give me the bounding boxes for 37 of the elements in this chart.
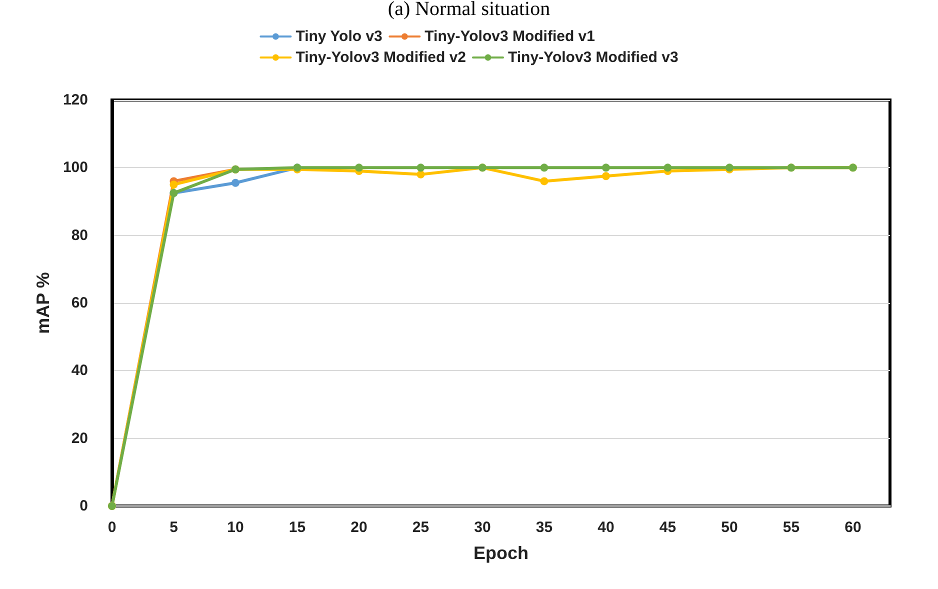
point xyxy=(540,164,548,172)
y-tick-label: 120 xyxy=(62,92,88,108)
point xyxy=(602,164,610,172)
y-tick-label: 0 xyxy=(80,498,88,514)
y-tick-label: 40 xyxy=(71,362,88,380)
y-tick-label: 100 xyxy=(62,159,88,176)
x-tick-label: 15 xyxy=(288,519,306,536)
x-tick-label: 35 xyxy=(536,519,553,536)
point xyxy=(540,177,548,186)
point xyxy=(416,170,425,178)
y-axis-title: mAP % xyxy=(33,272,54,334)
x-tick-label: 55 xyxy=(782,519,800,536)
x-tick-label: 60 xyxy=(844,519,862,536)
x-tick-label: 0 xyxy=(108,519,116,536)
legend-label: Tiny Yolo v3 xyxy=(296,28,382,45)
legend-label: Tiny-Yolov3 Modified v1 xyxy=(424,28,595,45)
y-tick-label: 60 xyxy=(71,294,88,312)
point xyxy=(354,164,363,172)
chart-title: (a) Normal situation xyxy=(388,0,550,20)
point xyxy=(664,164,672,172)
x-tick-label: 5 xyxy=(170,519,178,536)
point xyxy=(232,178,240,187)
x-tick-label: 30 xyxy=(474,519,491,536)
y-tick-label: 20 xyxy=(71,430,88,447)
x-tick-label: 45 xyxy=(659,519,676,536)
legend-label: Tiny-Yolov3 Modified v2 xyxy=(296,49,466,66)
x-tick-label: 25 xyxy=(412,519,430,536)
point xyxy=(170,180,178,189)
y-tick-label: 80 xyxy=(71,226,88,244)
x-tick-label: 50 xyxy=(721,519,738,536)
x-tick-label: 40 xyxy=(598,519,614,536)
x-tick-label: 10 xyxy=(227,519,244,536)
point xyxy=(416,164,425,172)
x-tick-label: 20 xyxy=(350,519,368,536)
x-axis-title: Epoch xyxy=(473,543,529,563)
legend-label: Tiny-Yolov3 Modified v3 xyxy=(508,49,678,66)
point xyxy=(602,172,610,180)
